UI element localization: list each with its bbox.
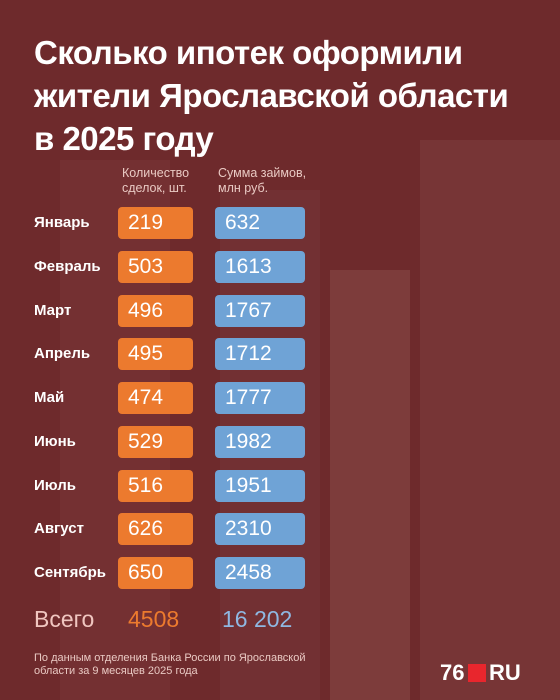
sum-cell: 1777 [215, 382, 305, 414]
count-cell: 650 [118, 557, 193, 589]
column-header: Количество сделок, шт. [122, 166, 190, 195]
total-sum: 16 202 [222, 606, 293, 632]
count-cell: 503 [118, 250, 193, 283]
sum-cell: 2458 [215, 557, 305, 589]
logo-mark [468, 664, 486, 682]
month-label: Апрель [34, 345, 91, 363]
count-cell: 529 [118, 425, 193, 458]
sum-cell: 2310 [215, 513, 305, 546]
month-label: Июль [34, 476, 76, 494]
column-header: Сумма займов, млн руб. [218, 166, 307, 195]
month-label: Январь [34, 214, 90, 231]
count-cell: 474 [118, 382, 193, 414]
total-label: Всего [34, 606, 95, 632]
title-line: Сколько ипотек оформили [34, 34, 463, 71]
count-cell: 219 [118, 207, 193, 239]
count-cell: 495 [118, 338, 193, 371]
title-line: в 2025 году [34, 120, 214, 157]
sum-cell: 632 [215, 207, 305, 239]
total-count: 4508 [128, 606, 180, 632]
month-label: Февраль [34, 257, 101, 275]
sum-cell: 1767 [215, 294, 305, 327]
sum-cell: 1951 [215, 469, 305, 502]
logo-text: RU [489, 660, 521, 685]
month-label: Май [34, 389, 65, 406]
title-line: жители Ярославской области [34, 77, 509, 114]
sum-cell: 1982 [215, 425, 305, 458]
building [420, 140, 560, 700]
footnote: По данным отделения Банка России по Ярос… [34, 652, 306, 677]
building [330, 270, 410, 700]
logo-number: 76 [440, 660, 465, 685]
sum-cell: 1712 [215, 338, 305, 371]
month-label: Март [34, 301, 72, 319]
month-label: Сентябрь [34, 564, 106, 581]
count-cell: 626 [118, 513, 193, 546]
count-cell: 496 [118, 294, 193, 327]
month-label: Август [34, 520, 84, 538]
sum-cell: 1613 [215, 250, 305, 283]
count-cell: 516 [118, 469, 193, 502]
month-label: Июнь [34, 432, 76, 450]
